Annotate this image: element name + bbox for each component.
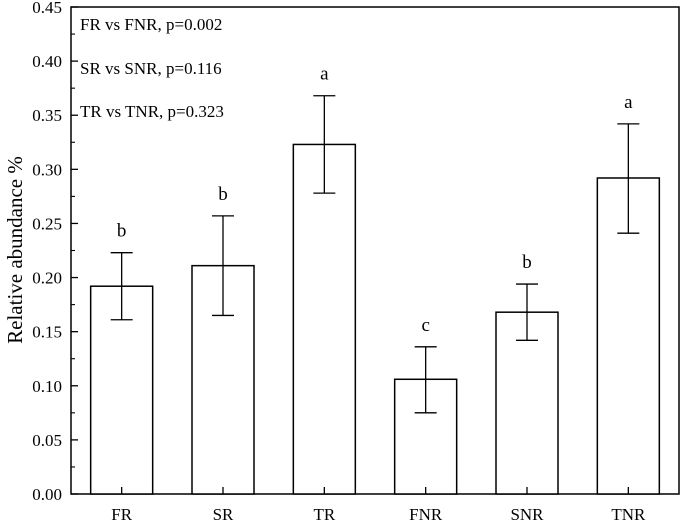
x-tick-label: TNR [611, 505, 646, 521]
y-axis-title: Relative abundance % [3, 156, 27, 344]
y-tick-label: 0.35 [32, 106, 62, 125]
bar-snr [495, 311, 559, 495]
x-tick-label: SNR [510, 505, 544, 521]
y-tick-label: 0.30 [32, 160, 62, 179]
y-tick-label: 0.15 [32, 323, 62, 342]
chart-marks: 0.00 0.05 0.10 0.15 0.20 0.25 0.30 0.35 0.40 0.45… [32, 0, 661, 521]
plot-frame [70, 6, 680, 495]
y-tick-label: 0.20 [32, 269, 62, 288]
significance-letter: b [218, 184, 228, 205]
annotation-3: TR vs TNR, p=0.323 [80, 102, 224, 121]
significance-letter: b [117, 221, 127, 242]
y-tick-label: 0.45 [32, 0, 62, 17]
x-tick-label: SR [213, 505, 234, 521]
significance-letter: a [624, 92, 633, 113]
significance-letter: b [522, 252, 532, 273]
bar-tr [292, 143, 357, 495]
y-tick-label: 0.25 [32, 214, 62, 233]
significance-letter: c [421, 315, 429, 336]
significance-letter: a [320, 64, 329, 85]
y-tick-label: 0.05 [32, 431, 62, 450]
y-tick-label: 0.00 [32, 485, 62, 504]
annotation-1: FR vs FNR, p=0.002 [80, 15, 222, 34]
annotation-2: SR vs SNR, p=0.116 [80, 59, 222, 78]
x-tick-label: TR [313, 505, 335, 521]
y-tick-label: 0.10 [32, 377, 62, 396]
x-tick-label: FNR [409, 505, 443, 521]
y-tick-label: 0.40 [32, 52, 62, 71]
x-tick-label: FR [111, 505, 132, 521]
